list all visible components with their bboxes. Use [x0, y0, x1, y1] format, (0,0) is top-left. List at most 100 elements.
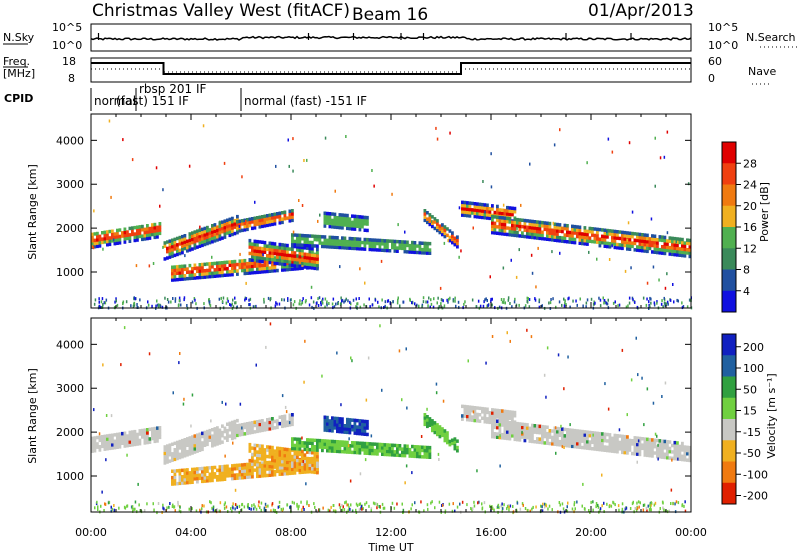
heatmap-cell [401, 450, 404, 455]
heatmap-cell [621, 243, 624, 247]
heatmap-cell [361, 425, 364, 430]
heatmap-cell [316, 470, 319, 475]
heatmap-cell [341, 423, 344, 428]
outlier-cell [292, 230, 295, 234]
scatter-cell [199, 508, 201, 512]
scatter-cell [669, 298, 672, 302]
heatmap-cell [333, 419, 337, 424]
scatter-cell [677, 299, 679, 303]
heatmap-cell [406, 250, 409, 254]
heatmap-cell [358, 240, 362, 245]
heatmap-cell [416, 448, 419, 452]
heatmap-cell [638, 242, 642, 246]
scatter-cell [650, 508, 652, 512]
heatmap-cell [598, 237, 602, 241]
heatmap-cell [533, 424, 537, 428]
heatmap-cell [136, 442, 139, 446]
heatmap-cell [163, 458, 167, 462]
heatmap-cell [246, 462, 249, 467]
outlier-cell [241, 426, 243, 430]
heatmap-cell [371, 241, 374, 245]
scatter-cell [298, 504, 300, 508]
heatmap-cell [661, 442, 664, 447]
heatmap-cell [581, 439, 584, 443]
scatter-cell [253, 503, 255, 507]
heatmap-cell [548, 237, 552, 242]
heatmap-cell [256, 459, 259, 464]
heatmap-cell [276, 449, 279, 454]
heatmap-cell [268, 464, 272, 469]
heatmap-cell [288, 247, 292, 251]
xtick-label: 00:00 [675, 526, 707, 539]
heatmap-cell [291, 254, 294, 258]
heatmap-cell [536, 440, 539, 444]
heatmap-cell [96, 241, 99, 245]
heatmap-cell [291, 263, 294, 268]
heatmap-cell [646, 243, 649, 247]
heatmap-cell [211, 230, 214, 234]
heatmap-cell [283, 424, 287, 428]
heatmap-cell [678, 237, 682, 241]
heatmap-cell [233, 423, 237, 427]
scatter-cell [384, 304, 386, 308]
heatmap-cell [378, 238, 382, 243]
heatmap-cell [583, 226, 587, 230]
heatmap-cell [138, 432, 142, 436]
heatmap-cell [253, 446, 257, 451]
heatmap-cell [496, 211, 499, 215]
heatmap-cell [566, 224, 569, 228]
heatmap-cell [181, 250, 184, 255]
scatter-cell [240, 508, 243, 512]
heatmap-cell [536, 427, 539, 431]
heatmap-cell [228, 269, 232, 274]
heatmap-cell [623, 243, 627, 248]
heatmap-cell [348, 220, 352, 224]
scatter-cell [534, 297, 536, 301]
nsky-label: N.Sky [3, 31, 35, 44]
outlier-cell [621, 348, 624, 352]
heatmap-cell [96, 235, 99, 239]
scatter-cell [244, 298, 246, 302]
heatmap-cell [518, 227, 522, 232]
heatmap-cell [213, 433, 217, 437]
heatmap-cell [213, 232, 217, 237]
heatmap-cell [681, 241, 684, 245]
heatmap-cell [251, 465, 254, 469]
heatmap-cell [256, 243, 259, 247]
heatmap-cell [338, 219, 342, 223]
heatmap-cell [231, 232, 234, 237]
scatter-cell [203, 302, 205, 306]
heatmap-cell [263, 451, 267, 455]
scatter-cell [102, 303, 104, 307]
heatmap-cell [348, 246, 352, 250]
heatmap-cell [658, 455, 662, 459]
heatmap-cell [586, 229, 589, 234]
heatmap-cell [243, 472, 247, 476]
heatmap-cell [583, 442, 587, 447]
heatmap-cell [618, 246, 622, 250]
heatmap-cell [631, 442, 634, 446]
outlier-cell [285, 410, 288, 414]
outlier-cell [654, 136, 656, 140]
heatmap-cell [523, 429, 527, 433]
heatmap-cell [633, 439, 637, 443]
heatmap-cell [661, 245, 664, 249]
heatmap-cell [326, 425, 329, 429]
heatmap-cell [121, 441, 124, 445]
heatmap-cell [201, 447, 204, 452]
scatter-cell [422, 296, 425, 300]
heatmap-cell [226, 273, 229, 277]
heatmap-cell [273, 265, 277, 270]
heatmap-cell [131, 433, 134, 437]
scatter-cell [649, 506, 652, 510]
freq-label-2: [MHz] [3, 67, 35, 80]
heatmap-cell [181, 475, 184, 479]
heatmap-cell [586, 236, 589, 240]
heatmap-cell [428, 219, 432, 223]
heatmap-cell [566, 444, 569, 448]
heatmap-cell [101, 438, 104, 442]
heatmap-cell [553, 436, 557, 440]
heatmap-cell [506, 416, 509, 420]
heatmap-cell [326, 238, 329, 243]
heatmap-cell [541, 424, 544, 429]
